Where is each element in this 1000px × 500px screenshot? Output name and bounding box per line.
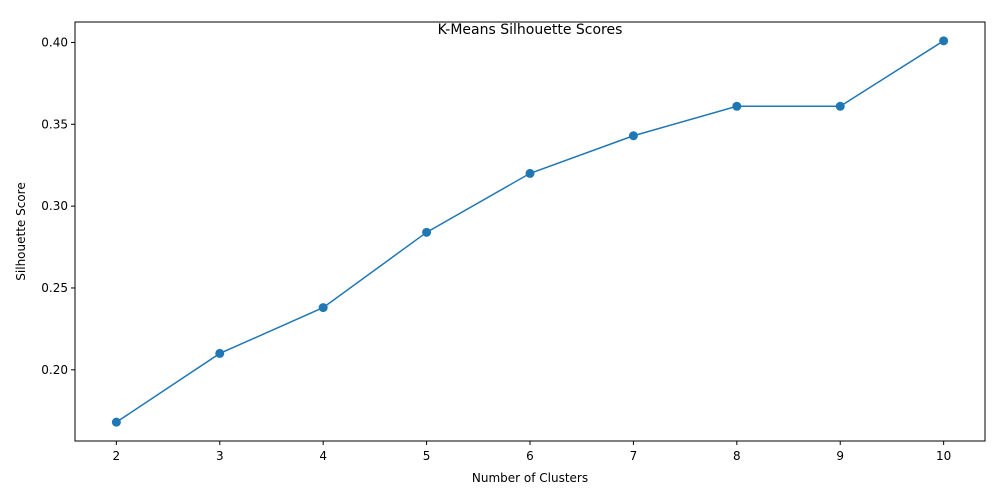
plot-frame bbox=[74, 21, 986, 442]
data-point bbox=[732, 101, 742, 111]
y-tick-label: 0.30 bbox=[41, 199, 68, 213]
data-point bbox=[939, 36, 949, 46]
x-tick-label: 3 bbox=[216, 449, 224, 463]
series-line bbox=[115, 40, 945, 423]
x-tick-label: 2 bbox=[113, 449, 121, 463]
y-tick-label: 0.35 bbox=[41, 117, 68, 131]
y-tick-label: 0.20 bbox=[41, 363, 68, 377]
plot-area bbox=[111, 36, 949, 427]
x-axis-label: Number of Clusters bbox=[472, 471, 588, 485]
x-tick-label: 8 bbox=[733, 449, 741, 463]
data-point bbox=[628, 131, 638, 141]
data-point bbox=[525, 168, 535, 178]
x-tick-label: 9 bbox=[836, 449, 844, 463]
x-tick-label: 10 bbox=[936, 449, 951, 463]
x-tick-label: 7 bbox=[630, 449, 638, 463]
x-tick-label: 5 bbox=[423, 449, 431, 463]
data-point bbox=[215, 348, 225, 358]
data-point bbox=[318, 303, 328, 313]
y-tick-label: 0.40 bbox=[41, 35, 68, 49]
chart-title: K-Means Silhouette Scores bbox=[438, 22, 623, 38]
x-axis: 2 3 4 5 6 7 8 9 10 bbox=[113, 441, 951, 463]
x-tick-label: 4 bbox=[319, 449, 327, 463]
data-point bbox=[111, 417, 121, 427]
y-axis: 0.20 0.25 0.30 0.35 0.40 bbox=[41, 35, 75, 377]
x-tick-label: 6 bbox=[526, 449, 534, 463]
y-tick-label: 0.25 bbox=[41, 281, 68, 295]
y-axis-label: Silhouette Score bbox=[14, 182, 28, 280]
data-point bbox=[422, 227, 432, 237]
data-point bbox=[835, 101, 845, 111]
